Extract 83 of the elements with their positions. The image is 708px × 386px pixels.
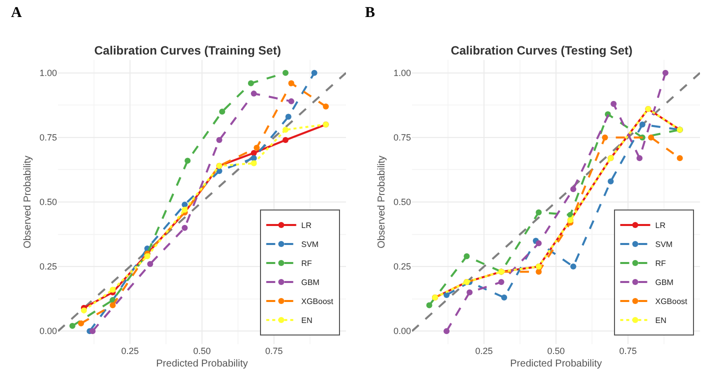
point xyxy=(602,134,608,140)
legend-label: XGBoost xyxy=(655,297,688,306)
legend-label: GBM xyxy=(301,278,320,288)
point xyxy=(464,253,470,260)
y-tick-label: 1.00 xyxy=(393,68,411,78)
point xyxy=(250,160,257,166)
point xyxy=(80,307,87,314)
x-tick-label: 0.75 xyxy=(265,346,283,356)
x-tick-label: 0.25 xyxy=(121,346,139,356)
point xyxy=(182,206,188,213)
y-axis-title: Observed Probability xyxy=(22,156,34,248)
point xyxy=(144,253,150,260)
y-tick-label: 0.00 xyxy=(393,326,411,336)
point xyxy=(285,114,292,120)
point xyxy=(90,328,96,334)
point xyxy=(639,122,646,128)
legend-label: EN xyxy=(655,316,667,326)
x-tick-label: 0.50 xyxy=(193,346,211,356)
x-axis-title: Predicted Probability xyxy=(156,358,248,370)
point xyxy=(426,302,432,308)
y-tick-label: 1.00 xyxy=(39,68,57,78)
y-tick-label: 0.75 xyxy=(39,132,57,143)
x-tick-label: 0.50 xyxy=(547,346,565,356)
point xyxy=(282,70,289,76)
y-axis-title: Observed Probability xyxy=(376,156,388,248)
point xyxy=(648,134,654,140)
x-tick-label: 0.25 xyxy=(475,346,493,356)
point xyxy=(248,80,254,86)
point xyxy=(288,80,294,86)
point xyxy=(501,294,508,301)
y-tick-label: 0.25 xyxy=(393,262,411,272)
y-tick-label: 0.50 xyxy=(393,197,411,208)
legend-label: GBM xyxy=(655,278,674,288)
point xyxy=(250,155,257,162)
point xyxy=(466,289,473,296)
y-tick-label: 0.50 xyxy=(39,197,57,208)
legend-label: SVM xyxy=(301,240,319,250)
point xyxy=(322,103,329,110)
legend-label: XGBoost xyxy=(301,297,334,306)
point xyxy=(216,137,222,144)
point xyxy=(69,322,76,329)
point xyxy=(662,70,668,76)
point xyxy=(182,224,188,231)
y-tick-label: 0.75 xyxy=(393,132,411,143)
point xyxy=(536,209,542,216)
point xyxy=(282,126,289,133)
point xyxy=(498,279,504,286)
point xyxy=(444,328,450,334)
point xyxy=(254,144,260,151)
point xyxy=(610,100,617,107)
point xyxy=(184,158,191,164)
text: B xyxy=(365,5,376,21)
legend-label: RF xyxy=(301,259,312,268)
point xyxy=(608,178,614,184)
point xyxy=(250,150,257,156)
legend-label: RF xyxy=(655,259,666,268)
chart-title: Calibration Curves (Testing Set) xyxy=(450,44,633,58)
point xyxy=(250,90,257,97)
point xyxy=(219,108,226,115)
point xyxy=(110,286,116,293)
chart-title: Calibration Curves (Training Set) xyxy=(94,44,281,58)
point xyxy=(110,302,116,308)
point xyxy=(676,155,683,162)
point xyxy=(636,155,643,162)
point xyxy=(570,186,576,192)
point xyxy=(288,98,294,104)
point xyxy=(78,320,84,326)
text: A xyxy=(11,5,22,21)
legend-label: LR xyxy=(655,221,666,230)
x-tick-label: 0.75 xyxy=(619,346,637,356)
point xyxy=(536,268,542,275)
legend-label: LR xyxy=(301,221,312,230)
point xyxy=(444,292,450,298)
point xyxy=(570,264,576,270)
legend-label: EN xyxy=(301,316,313,326)
legend-label: SVM xyxy=(655,240,673,250)
point xyxy=(311,70,318,76)
point xyxy=(282,137,289,144)
y-tick-label: 0.00 xyxy=(39,326,57,336)
point xyxy=(147,260,154,267)
point xyxy=(536,240,542,246)
y-tick-label: 0.25 xyxy=(39,262,57,272)
x-axis-title: Predicted Probability xyxy=(510,358,602,370)
